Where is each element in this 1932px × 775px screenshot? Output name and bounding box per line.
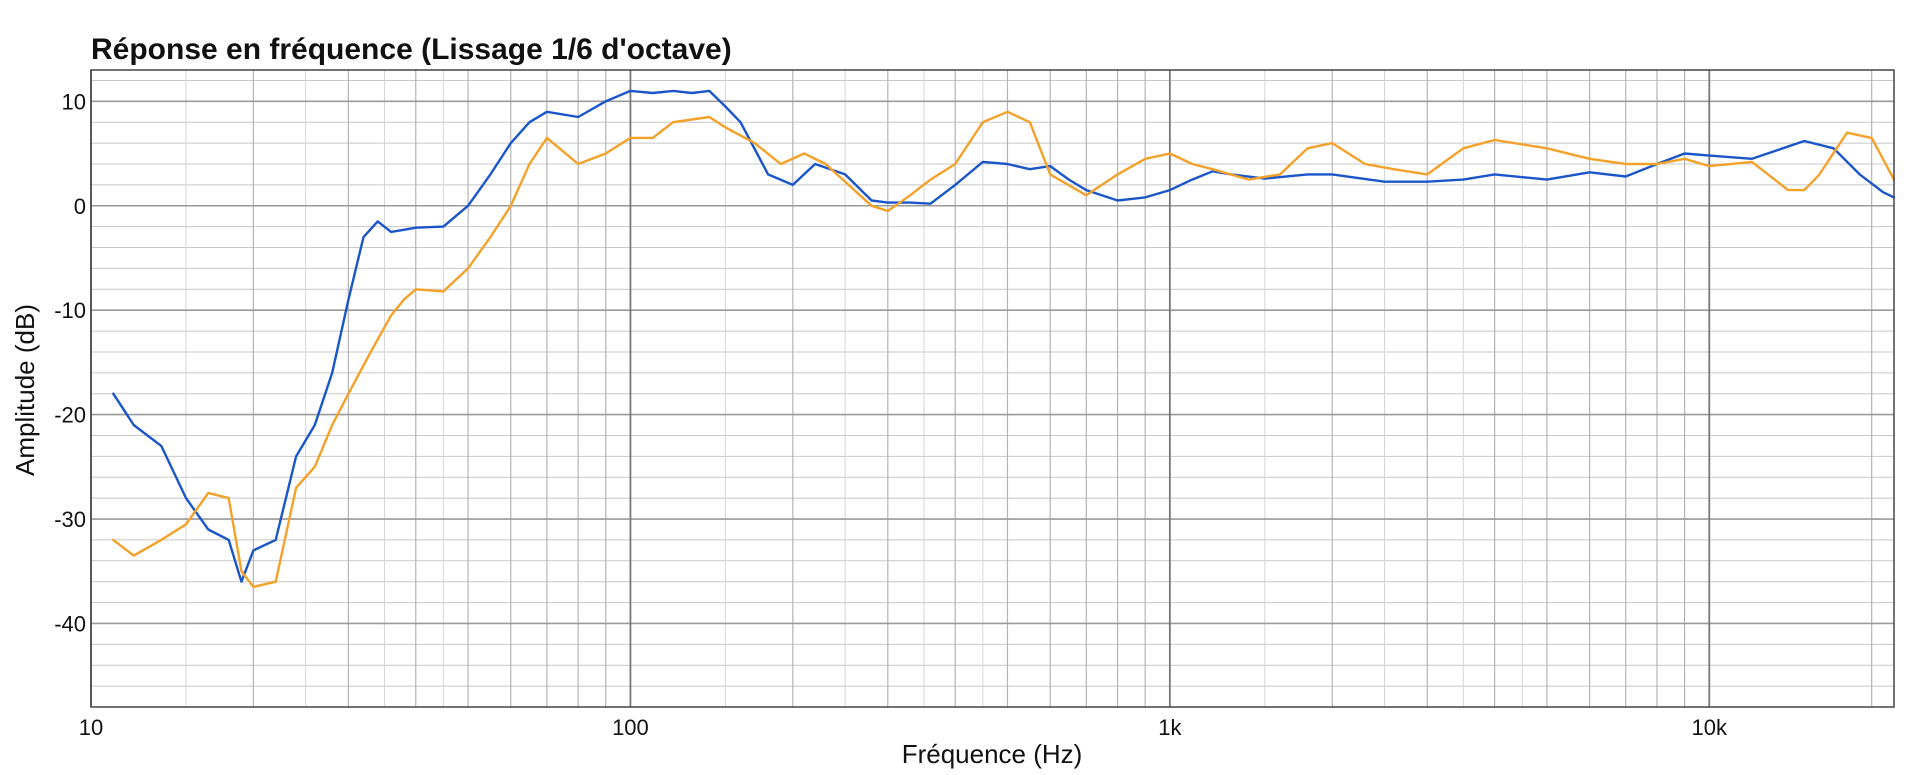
minor-grid	[91, 70, 1894, 708]
series-line-1	[112, 89, 1896, 583]
series-layer	[112, 89, 1896, 589]
y-tick-label: 0	[74, 194, 86, 219]
y-tick-label: 10	[62, 89, 86, 114]
x-axis-label: Fréquence (Hz)	[902, 739, 1083, 769]
x-tick-label: 100	[612, 715, 649, 740]
x-tick-label: 10	[79, 715, 103, 740]
x-tick-label: 1k	[1158, 715, 1182, 740]
y-tick-label: -10	[54, 298, 86, 323]
y-tick-label: -40	[54, 611, 86, 636]
x-tick-labels: 10 100 1k 10k	[79, 715, 1728, 740]
y-tick-labels: 10 0 -10 -20 -30 -40	[54, 89, 86, 636]
y-axis-label: Amplitude (dB)	[10, 304, 40, 476]
plot-area	[91, 70, 1894, 707]
y-tick-label: -30	[54, 507, 86, 532]
y-tick-label: -20	[54, 403, 86, 428]
plot-frame	[90, 69, 1895, 708]
x-tick-label: 10k	[1692, 715, 1728, 740]
chart-title: Réponse en fréquence (Lissage 1/6 d'octa…	[91, 33, 732, 66]
series-line-2	[112, 110, 1896, 589]
